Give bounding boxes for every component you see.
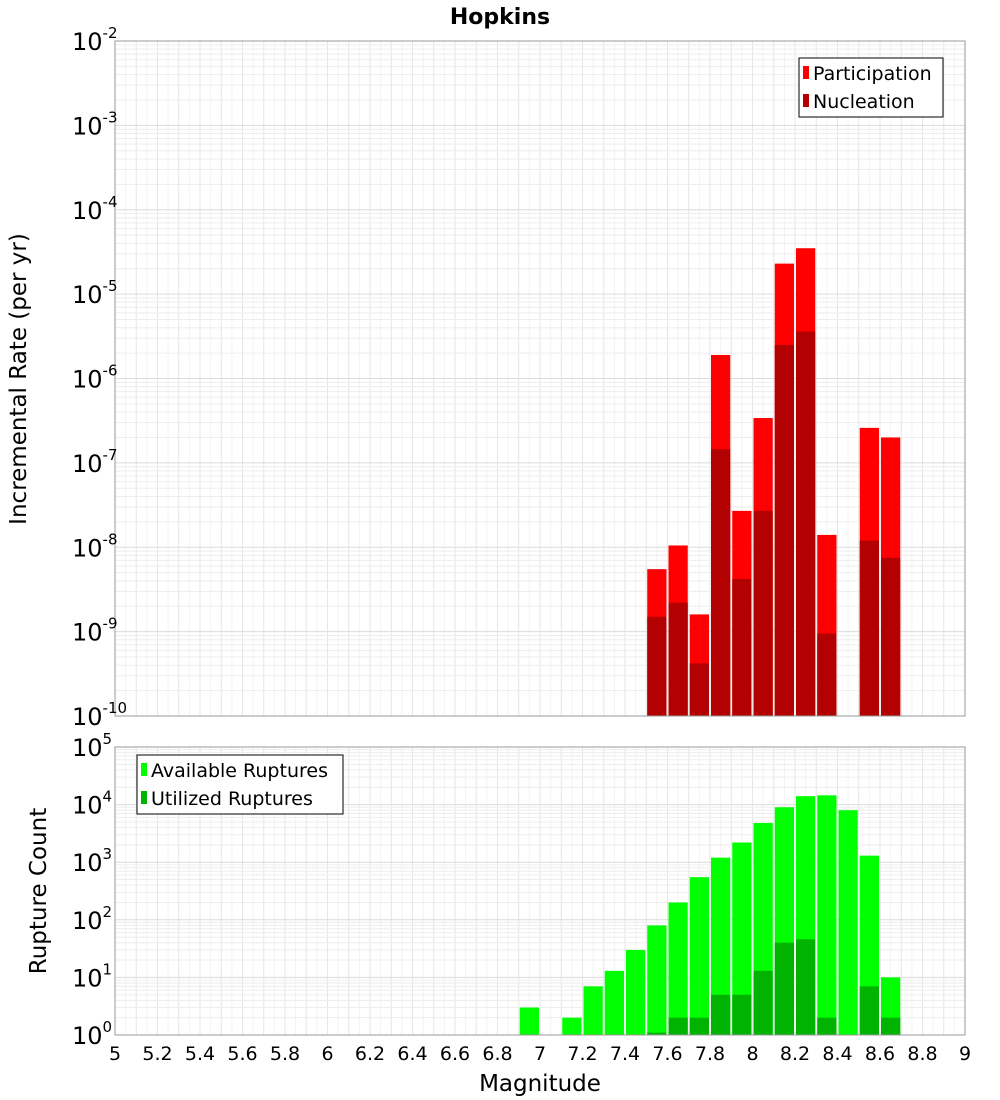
- x-tick-label: 6.6: [440, 1043, 470, 1065]
- bottom-y-axis-label: Rupture Count: [26, 808, 52, 974]
- bottom-bar-utilized-ruptures: [859, 986, 879, 1035]
- x-tick-labels: 5 5.2 5.4 5.6 5.8 6 6.2 6.4 6.6 6.8 7 7.2 7.4 7.6 7.8 8…: [109, 1043, 971, 1065]
- x-tick-label: 7.2: [567, 1043, 597, 1065]
- bottom-bar-available-ruptures: [689, 877, 709, 1035]
- x-tick-label: 7.8: [695, 1043, 725, 1065]
- top-y-axis-label: Incremental Rate (per yr): [6, 233, 32, 525]
- x-tick-label: 5.4: [185, 1043, 215, 1065]
- top-y-tick-labels: 10-10 10-9 10-8 10-7 10-6 10-5 10-4 10-3 10-2: [72, 24, 127, 731]
- x-tick-label: 7: [534, 1043, 546, 1065]
- top-y-tick-label: 10-7: [72, 446, 118, 478]
- legend-label-nucleation: Nucleation: [813, 91, 915, 113]
- bottom-bar-utilized-ruptures: [689, 1017, 709, 1035]
- legend-label-utilized: Utilized Ruptures: [151, 788, 313, 810]
- x-tick-label: 5.8: [270, 1043, 300, 1065]
- x-tick-label: 6: [321, 1043, 333, 1065]
- bottom-y-tick-label: 101: [72, 960, 112, 992]
- x-tick-label: 5.6: [227, 1043, 257, 1065]
- top-bar-nucleation: [753, 510, 773, 716]
- top-y-tick-label: 10-5: [72, 277, 118, 309]
- x-tick-label: 6.2: [355, 1043, 385, 1065]
- bottom-bar-available-ruptures: [732, 842, 752, 1035]
- x-tick-label: 8.4: [822, 1043, 852, 1065]
- bottom-y-tick-labels: 100 101 102 103 104 105: [72, 730, 112, 1050]
- top-y-tick-label: 10-6: [72, 362, 118, 394]
- top-y-tick-label: 10-8: [72, 530, 118, 562]
- top-bar-nucleation: [689, 663, 709, 716]
- bottom-bar-utilized-ruptures: [753, 970, 773, 1035]
- top-bar-nucleation: [796, 331, 816, 716]
- x-tick-label: 7.4: [610, 1043, 640, 1065]
- bottom-legend-box: [136, 754, 344, 815]
- bottom-bar-utilized-ruptures: [881, 1017, 901, 1035]
- top-bar-nucleation: [711, 449, 731, 716]
- bottom-bar-utilized-ruptures: [732, 994, 752, 1035]
- bottom-bar-available-ruptures: [626, 949, 646, 1035]
- x-tick-label: 7.6: [652, 1043, 682, 1065]
- top-panel: 10-10 10-9 10-8 10-7 10-6 10-5 10-4 10-3 10-2 In…: [6, 24, 966, 731]
- bottom-bar-available-ruptures: [562, 1017, 582, 1035]
- legend-swatch-available: [141, 763, 147, 776]
- x-tick-label: 8.6: [865, 1043, 895, 1065]
- top-gridlines: [115, 41, 965, 716]
- bottom-y-tick-label: 103: [72, 845, 112, 877]
- top-y-tick-label: 10-3: [72, 108, 118, 140]
- legend-swatch-participation: [803, 66, 809, 79]
- top-bar-nucleation: [881, 557, 901, 716]
- top-legend[interactable]: Participation Nucleation: [798, 57, 944, 118]
- x-tick-label: 8.2: [780, 1043, 810, 1065]
- top-y-tick-label: 10-9: [72, 615, 118, 647]
- bottom-bar-utilized-ruptures: [668, 1017, 688, 1035]
- bottom-bar-available-ruptures: [668, 902, 688, 1035]
- top-y-tick-label: 10-10: [72, 699, 127, 731]
- bottom-bar-available-ruptures: [519, 1007, 539, 1035]
- top-y-tick-label: 10-2: [72, 24, 118, 56]
- top-y-tick-label: 10-4: [72, 193, 118, 225]
- x-tick-label: 6.8: [482, 1043, 512, 1065]
- bottom-bar-utilized-ruptures: [796, 939, 816, 1035]
- bottom-y-tick-label: 105: [72, 730, 112, 762]
- bottom-bar-available-ruptures: [604, 970, 624, 1035]
- bottom-bar-available-ruptures: [647, 925, 667, 1035]
- x-tick-label: 6.4: [397, 1043, 427, 1065]
- bottom-bars: [519, 795, 901, 1035]
- bottom-y-tick-label: 100: [72, 1018, 112, 1050]
- top-bar-nucleation: [668, 602, 688, 716]
- x-tick-label: 5.2: [142, 1043, 172, 1065]
- x-tick-label: 9: [959, 1043, 971, 1065]
- top-plot-border: [114, 40, 966, 717]
- chart-title: Hopkins: [450, 5, 550, 30]
- bottom-y-tick-label: 104: [72, 788, 112, 820]
- top-bar-nucleation: [732, 579, 752, 716]
- bottom-bar-utilized-ruptures: [774, 942, 794, 1035]
- bottom-panel: 100 101 102 103 104 105 5 5.2 5.4 5.6 5.8 6 6.2 6.4 6…: [26, 730, 971, 1097]
- x-axis-label: Magnitude: [479, 1071, 601, 1097]
- x-tick-label: 5: [109, 1043, 121, 1065]
- top-bar-nucleation: [774, 344, 794, 716]
- bottom-bar-utilized-ruptures: [711, 994, 731, 1035]
- top-bar-nucleation: [647, 616, 667, 716]
- top-legend-box: [798, 57, 944, 118]
- legend-swatch-nucleation: [803, 94, 809, 107]
- bottom-legend[interactable]: Available Ruptures Utilized Ruptures: [136, 754, 344, 815]
- x-tick-label: 8.8: [907, 1043, 937, 1065]
- legend-label-participation: Participation: [813, 63, 932, 85]
- top-bar-nucleation: [859, 540, 879, 716]
- bottom-bar-available-ruptures: [583, 986, 603, 1035]
- x-tick-label: 8: [746, 1043, 758, 1065]
- bottom-bar-utilized-ruptures: [817, 1017, 837, 1035]
- top-bar-nucleation: [817, 633, 837, 716]
- bottom-bar-utilized-ruptures: [647, 1032, 667, 1035]
- legend-label-available: Available Ruptures: [151, 760, 328, 782]
- top-bars: [647, 248, 901, 717]
- bottom-bar-available-ruptures: [817, 795, 837, 1035]
- bottom-bar-available-ruptures: [838, 810, 858, 1035]
- bottom-bar-available-ruptures: [711, 857, 731, 1035]
- bottom-y-tick-label: 102: [72, 903, 112, 935]
- bottom-plot-border: [114, 746, 966, 1036]
- legend-swatch-utilized: [141, 791, 147, 804]
